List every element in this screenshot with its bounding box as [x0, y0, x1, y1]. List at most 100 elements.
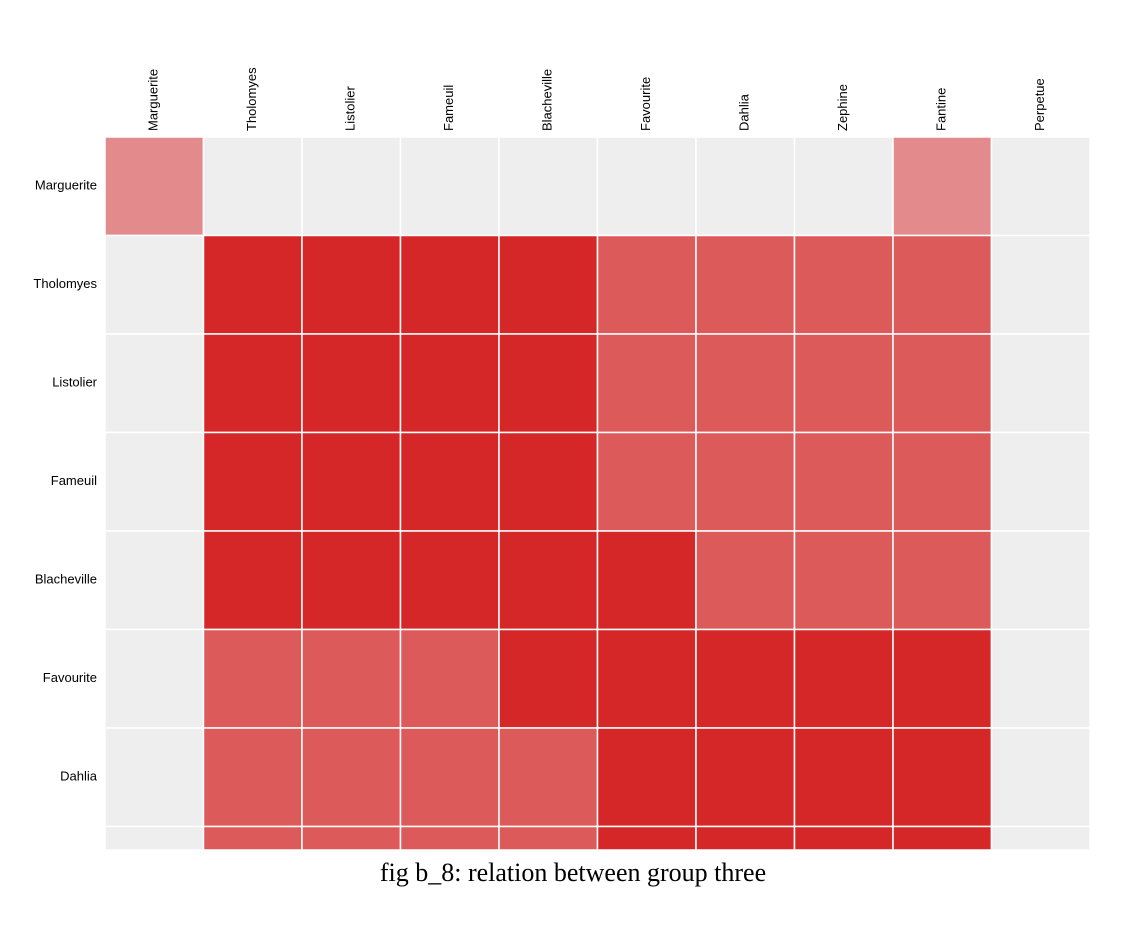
heatmap-cell: [596, 136, 697, 237]
column-label: Tholomyes: [244, 67, 259, 131]
row-label: Marguerite: [35, 178, 97, 193]
heatmap-cell: [990, 234, 1091, 335]
heatmap-cell: [990, 333, 1091, 434]
heatmap-cell: [399, 727, 500, 828]
row-label: Tholomyes: [33, 276, 97, 291]
heatmap-cell: [301, 530, 402, 631]
heatmap-cell: [202, 628, 303, 729]
heatmap-cell: [301, 234, 402, 335]
heatmap-cell: [695, 234, 796, 335]
heatmap-cell: [399, 825, 500, 851]
heatmap-cell: [793, 431, 894, 532]
heatmap-cell: [202, 234, 303, 335]
heatmap-cell: [695, 727, 796, 828]
column-label: Blacheville: [540, 69, 555, 131]
heatmap-cell: [892, 825, 993, 851]
heatmap-cell: [892, 234, 993, 335]
heatmap-cell: [793, 333, 894, 434]
heatmap-cell: [399, 234, 500, 335]
heatmap-cell: [990, 628, 1091, 729]
heatmap-cell: [596, 333, 697, 434]
row-label: Listolier: [52, 375, 97, 390]
heatmap-cell: [301, 333, 402, 434]
heatmap-cell: [498, 628, 599, 729]
heatmap-cell: [301, 628, 402, 729]
heatmap-cell: [202, 431, 303, 532]
heatmap-cell: [695, 530, 796, 631]
heatmap-cell: [104, 628, 205, 729]
heatmap-cell: [104, 530, 205, 631]
heatmap-cell: [596, 825, 697, 851]
heatmap-cell: [202, 530, 303, 631]
heatmap-cell: [892, 431, 993, 532]
heatmap-cell: [202, 136, 303, 237]
heatmap-cell: [596, 234, 697, 335]
heatmap-cell: [892, 727, 993, 828]
heatmap-cell: [104, 727, 205, 828]
heatmap-cells: [104, 136, 1091, 851]
heatmap-cell: [399, 431, 500, 532]
heatmap-cell: [498, 431, 599, 532]
heatmap-cell: [892, 530, 993, 631]
heatmap-cell: [892, 333, 993, 434]
heatmap-cell: [202, 727, 303, 828]
heatmap-cell: [399, 136, 500, 237]
row-label: Dahlia: [60, 769, 98, 784]
heatmap-cell: [695, 431, 796, 532]
heatmap-cell: [301, 431, 402, 532]
heatmap-cell: [104, 825, 205, 851]
heatmap-cell: [596, 727, 697, 828]
heatmap-cell: [695, 136, 796, 237]
heatmap-cell: [399, 333, 500, 434]
heatmap-cell: [990, 530, 1091, 631]
heatmap-cell: [793, 825, 894, 851]
heatmap-cell: [695, 628, 796, 729]
heatmap-cell: [498, 727, 599, 828]
heatmap-cell: [301, 136, 402, 237]
row-label: Fameuil: [51, 473, 97, 488]
heatmap-cell: [301, 825, 402, 851]
heatmap-cell: [498, 530, 599, 631]
heatmap-cell: [498, 136, 599, 237]
heatmap-cell: [990, 825, 1091, 851]
row-labels: Marguerite Tholomyes Listolier Fameuil Blach…: [33, 178, 97, 784]
heatmap-cell: [596, 530, 697, 631]
heatmap-cell: [892, 136, 993, 237]
heatmap-cell: [104, 333, 205, 434]
heatmap-cell: [990, 727, 1091, 828]
heatmap-cell: [104, 136, 205, 237]
heatmap-cell: [695, 825, 796, 851]
heatmap-cell: [301, 727, 402, 828]
heatmap-cell: [793, 727, 894, 828]
heatmap-cell: [990, 136, 1091, 237]
column-label: Fameuil: [441, 85, 456, 131]
heatmap-cell: [596, 431, 697, 532]
heatmap-cell: [399, 628, 500, 729]
column-label: Perpetue: [1032, 78, 1047, 131]
column-label: Fantine: [934, 88, 949, 131]
heatmap-cell: [793, 234, 894, 335]
heatmap-cell: [596, 628, 697, 729]
heatmap-cell: [793, 530, 894, 631]
heatmap-cell: [892, 628, 993, 729]
column-labels: Marguerite Tholomyes Listolier Fameuil Blach…: [146, 67, 1048, 131]
row-label: Blacheville: [35, 572, 97, 587]
heatmap-cell: [793, 628, 894, 729]
heatmap-cell: [104, 431, 205, 532]
heatmap-cell: [498, 234, 599, 335]
column-label: Listolier: [343, 86, 358, 131]
figure-caption: fig b_8: relation between group three: [379, 858, 767, 887]
column-label: Marguerite: [146, 69, 161, 131]
heatmap-cell: [202, 333, 303, 434]
column-label: Favourite: [638, 77, 653, 131]
column-label: Zephine: [835, 84, 850, 131]
heatmap-cell: [202, 825, 303, 851]
heatmap-cell: [695, 333, 796, 434]
heatmap-cell: [990, 431, 1091, 532]
heatmap-cell: [498, 333, 599, 434]
column-label: Dahlia: [737, 93, 752, 131]
heatmap-cell: [104, 234, 205, 335]
heatmap-cell: [498, 825, 599, 851]
row-label: Favourite: [43, 670, 97, 685]
